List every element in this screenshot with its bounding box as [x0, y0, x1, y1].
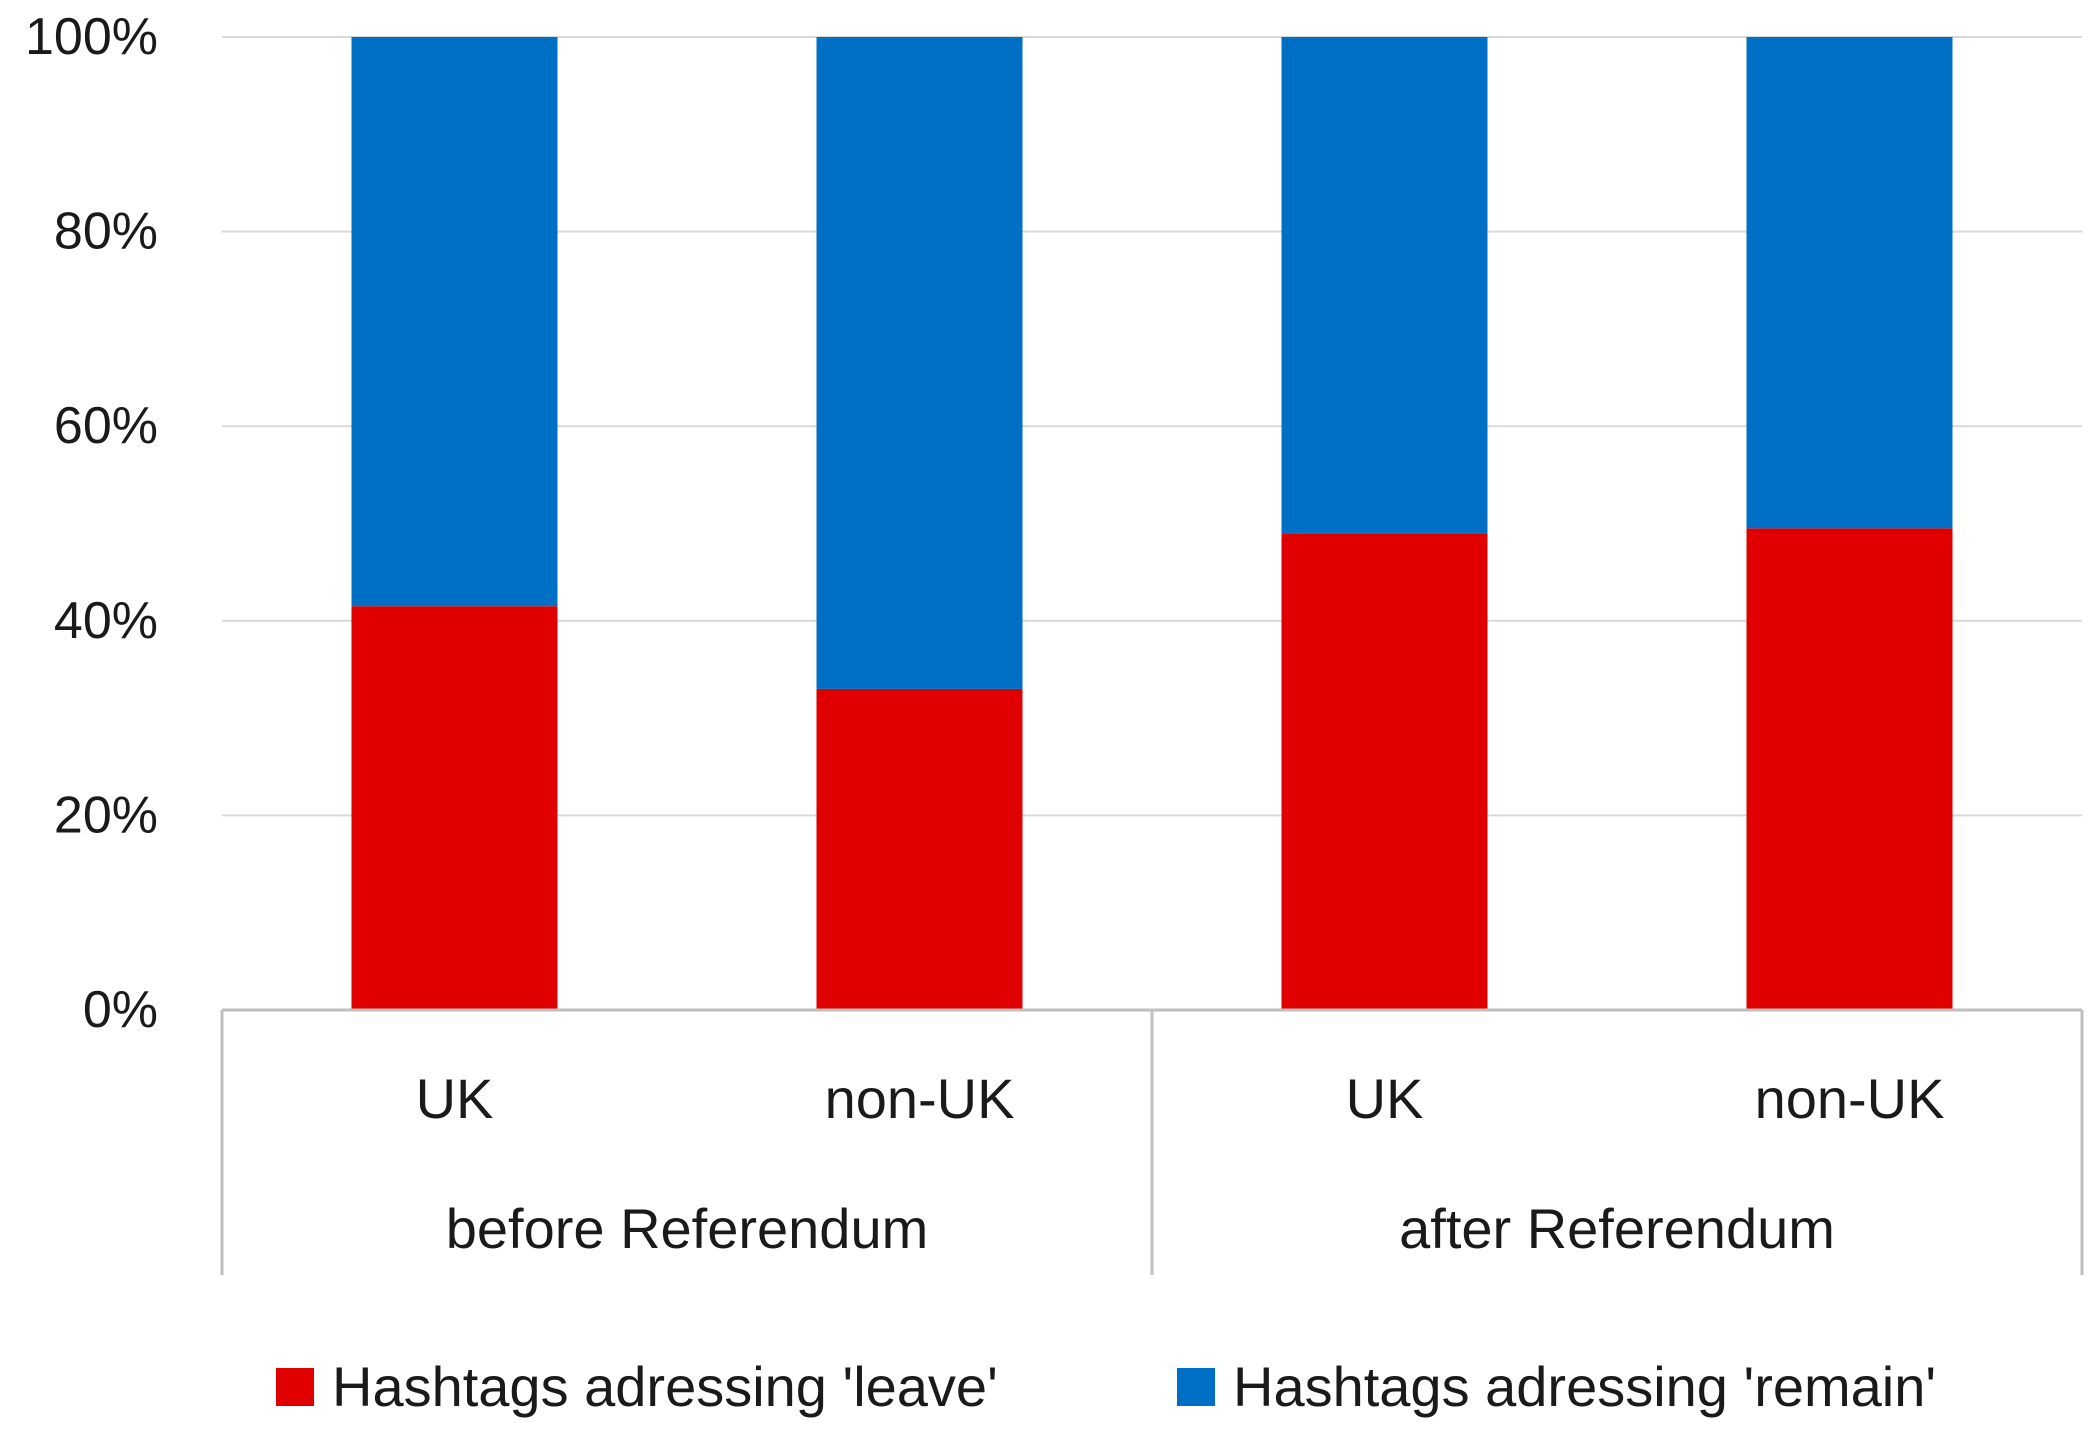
bar-segment-remain — [816, 37, 1023, 689]
bar-segment-leave — [816, 688, 1023, 1010]
bar-segment-leave — [351, 606, 558, 1010]
legend-label: Hashtags adressing 'leave' — [332, 1355, 998, 1418]
x-group-label: before Referendum — [446, 1197, 929, 1260]
x-category-label: UK — [1346, 1067, 1424, 1130]
bars — [351, 37, 1953, 1010]
legend-label: Hashtags adressing 'remain' — [1233, 1355, 1936, 1418]
bar-segment-leave — [1746, 528, 1953, 1010]
x-category-label: non-UK — [825, 1067, 1015, 1130]
y-tick-label: 80% — [54, 203, 158, 261]
x-group-label: after Referendum — [1399, 1197, 1835, 1260]
axes: 0% 20% 40% 60% 80% 100% UK non-UK UK non-UK before… — [25, 8, 2084, 1275]
legend: Hashtags adressing 'leave' Hashtags adres… — [276, 1355, 1936, 1418]
legend-swatch-remain — [1177, 1368, 1215, 1406]
y-tick-label: 20% — [54, 786, 158, 844]
bar-segment-remain — [1281, 37, 1488, 534]
y-tick-label: 0% — [83, 981, 158, 1039]
legend-swatch-leave — [276, 1368, 314, 1406]
x-category-label: UK — [416, 1067, 494, 1130]
y-tick-label: 40% — [54, 592, 158, 650]
bar-segment-remain — [351, 37, 558, 607]
y-tick-label: 60% — [54, 397, 158, 455]
x-category-label: non-UK — [1755, 1067, 1945, 1130]
bar-segment-leave — [1281, 533, 1488, 1010]
bar-segment-remain — [1746, 37, 1953, 529]
y-tick-label: 100% — [25, 8, 158, 66]
